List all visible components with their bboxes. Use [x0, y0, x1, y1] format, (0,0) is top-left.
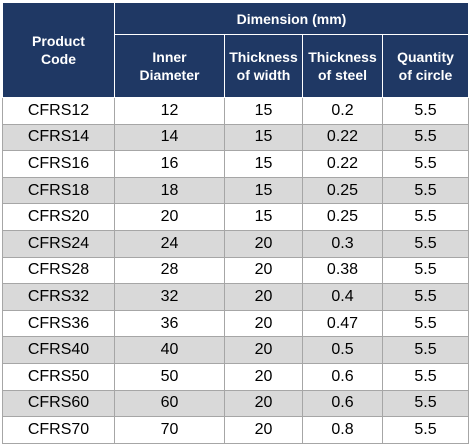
inner-diameter-cell: 12 — [114, 97, 225, 125]
inner-diameter-cell: 24 — [114, 229, 225, 258]
thickness-steel-cell: 0.25 — [302, 203, 383, 231]
quantity-circle-cell: 5.5 — [382, 176, 469, 205]
header-quantity-circle: Quantity of circle — [382, 34, 469, 98]
table-row: CFRS24 24 20 0.3 5.5 — [2, 229, 469, 258]
thickness-steel-cell: 0.6 — [302, 389, 383, 418]
quantity-circle-cell: 5.5 — [382, 336, 469, 364]
thickness-steel-cell: 0.4 — [302, 283, 383, 311]
inner-diameter-cell: 70 — [114, 416, 225, 444]
product-code-cell: CFRS40 — [2, 336, 115, 364]
product-code-cell: CFRS14 — [2, 123, 115, 152]
table-row: CFRS18 18 15 0.25 5.5 — [2, 176, 469, 205]
product-code-cell: CFRS70 — [2, 416, 115, 444]
table-row: CFRS20 20 15 0.25 5.5 — [2, 203, 469, 231]
quantity-circle-cell: 5.5 — [382, 150, 469, 178]
table-row: CFRS14 14 15 0.22 5.5 — [2, 123, 469, 152]
inner-diameter-cell: 20 — [114, 203, 225, 231]
table-row: CFRS12 12 15 0.2 5.5 — [2, 97, 469, 125]
thickness-width-cell: 15 — [224, 97, 303, 125]
product-code-cell: CFRS60 — [2, 389, 115, 418]
quantity-circle-cell: 5.5 — [382, 362, 469, 391]
product-code-cell: CFRS28 — [2, 256, 115, 285]
thickness-steel-cell: 0.8 — [302, 416, 383, 444]
inner-diameter-cell: 36 — [114, 309, 225, 338]
product-code-cell: CFRS20 — [2, 203, 115, 231]
product-code-cell: CFRS24 — [2, 229, 115, 258]
inner-diameter-cell: 16 — [114, 150, 225, 178]
quantity-circle-cell: 5.5 — [382, 123, 469, 152]
quantity-circle-cell: 5.5 — [382, 203, 469, 231]
inner-diameter-cell: 18 — [114, 176, 225, 205]
product-code-cell: CFRS36 — [2, 309, 115, 338]
thickness-width-cell: 20 — [224, 389, 303, 418]
thickness-width-cell: 20 — [224, 283, 303, 311]
product-code-cell: CFRS12 — [2, 97, 115, 125]
header-dimension-group: Dimension (mm) — [114, 2, 469, 35]
quantity-circle-cell: 5.5 — [382, 256, 469, 285]
thickness-steel-cell: 0.38 — [302, 256, 383, 285]
quantity-circle-cell: 5.5 — [382, 416, 469, 444]
quantity-circle-cell: 5.5 — [382, 389, 469, 418]
header-product-code: Product Code — [2, 2, 115, 98]
inner-diameter-cell: 60 — [114, 389, 225, 418]
inner-diameter-cell: 28 — [114, 256, 225, 285]
header-thickness-steel: Thickness of steel — [302, 34, 383, 98]
thickness-steel-cell: 0.22 — [302, 123, 383, 152]
thickness-width-cell: 20 — [224, 256, 303, 285]
table-row: CFRS40 40 20 0.5 5.5 — [2, 336, 469, 364]
product-code-cell: CFRS32 — [2, 283, 115, 311]
thickness-width-cell: 20 — [224, 309, 303, 338]
table-row: CFRS32 32 20 0.4 5.5 — [2, 283, 469, 311]
table-row: CFRS16 16 15 0.22 5.5 — [2, 150, 469, 178]
thickness-steel-cell: 0.25 — [302, 176, 383, 205]
header-inner-diameter: Inner Diameter — [114, 34, 225, 98]
inner-diameter-cell: 40 — [114, 336, 225, 364]
thickness-width-cell: 15 — [224, 176, 303, 205]
inner-diameter-cell: 50 — [114, 362, 225, 391]
table-row: CFRS28 28 20 0.38 5.5 — [2, 256, 469, 285]
product-code-cell: CFRS18 — [2, 176, 115, 205]
thickness-width-cell: 20 — [224, 336, 303, 364]
thickness-width-cell: 15 — [224, 150, 303, 178]
inner-diameter-cell: 32 — [114, 283, 225, 311]
thickness-steel-cell: 0.2 — [302, 97, 383, 125]
quantity-circle-cell: 5.5 — [382, 229, 469, 258]
thickness-width-cell: 15 — [224, 123, 303, 152]
thickness-width-cell: 20 — [224, 362, 303, 391]
table-row: CFRS70 70 20 0.8 5.5 — [2, 416, 469, 444]
table-row: CFRS50 50 20 0.6 5.5 — [2, 362, 469, 391]
thickness-steel-cell: 0.5 — [302, 336, 383, 364]
thickness-steel-cell: 0.22 — [302, 150, 383, 178]
table-header: Product Code Dimension (mm) Inner Diamet… — [2, 2, 469, 98]
thickness-steel-cell: 0.47 — [302, 309, 383, 338]
table-body: CFRS12 12 15 0.2 5.5 CFRS14 14 15 0.22 5.5 CFRS16 1… — [2, 97, 469, 444]
thickness-width-cell: 15 — [224, 203, 303, 231]
thickness-steel-cell: 0.6 — [302, 362, 383, 391]
inner-diameter-cell: 14 — [114, 123, 225, 152]
quantity-circle-cell: 5.5 — [382, 97, 469, 125]
table-row: CFRS60 60 20 0.6 5.5 — [2, 389, 469, 418]
product-code-cell: CFRS16 — [2, 150, 115, 178]
header-thickness-width: Thickness of width — [224, 34, 303, 98]
thickness-width-cell: 20 — [224, 229, 303, 258]
thickness-width-cell: 20 — [224, 416, 303, 444]
quantity-circle-cell: 5.5 — [382, 283, 469, 311]
quantity-circle-cell: 5.5 — [382, 309, 469, 338]
product-code-cell: CFRS50 — [2, 362, 115, 391]
table-row: CFRS36 36 20 0.47 5.5 — [2, 309, 469, 338]
thickness-steel-cell: 0.3 — [302, 229, 383, 258]
